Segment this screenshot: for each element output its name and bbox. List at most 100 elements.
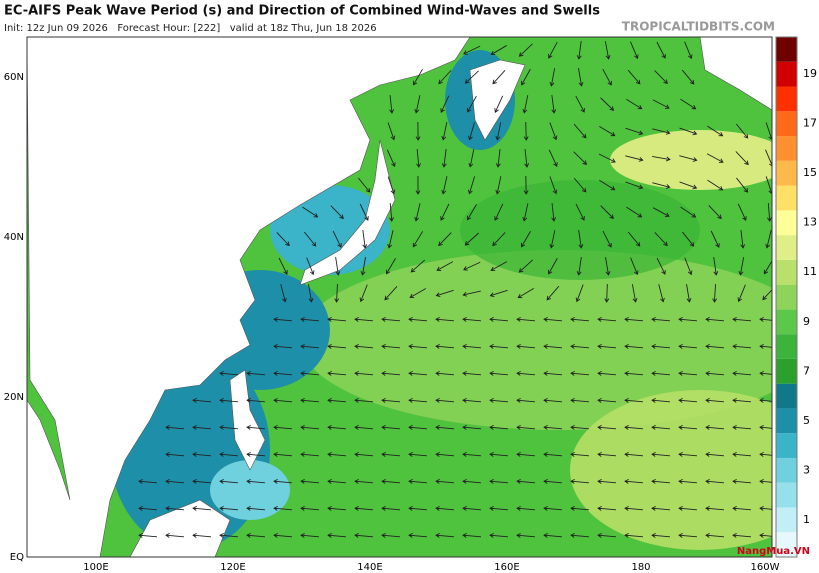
arrow [600,205,614,219]
arrow [408,317,428,322]
arrow [192,479,212,484]
colorbar-swatch [776,457,797,483]
arrow [575,95,585,113]
arrow [658,284,665,303]
arrow [543,317,563,322]
arrow [543,452,563,457]
arrow [656,41,666,59]
wave-field [300,250,772,430]
arrow [300,344,320,349]
lon-label: 100E [83,562,108,573]
watermark: NangMua.VN [737,546,810,557]
arrow [626,98,643,110]
subtitle: Init: 12z Jun 09 2026 Forecast Hour: [22… [4,23,377,34]
arrow [627,69,641,85]
arrow [624,371,644,376]
arrow [354,398,374,403]
arrow [362,230,368,249]
arrow [327,344,347,349]
arrow [548,41,558,59]
arrow [489,533,509,538]
arrow [308,284,314,303]
arrow [570,533,590,538]
arrow [354,452,374,457]
arrow [516,533,536,538]
colorbar-swatch [776,532,797,557]
arrow [597,317,617,322]
arrow [192,452,212,457]
arrow [713,257,719,276]
arrow [435,425,455,430]
arrow [468,122,475,141]
arrow [492,70,506,85]
arrow [570,317,590,322]
arrow [706,153,724,163]
arrow [389,95,395,114]
arrow [246,398,266,403]
arrow [705,506,725,511]
arrow [273,452,293,457]
arrow [570,425,590,430]
arrow [686,284,692,303]
arrow [138,506,158,511]
arrow [678,479,698,484]
colorbar-swatch [776,408,797,434]
arrow [332,230,342,248]
arrow [381,398,401,403]
arrow [766,202,772,222]
arrow [570,479,590,484]
arrow [441,176,448,195]
arrow [570,371,590,376]
arrow [575,203,585,221]
arrow [570,506,590,511]
arrow [549,176,558,195]
arrow [705,317,725,322]
arrow [464,232,480,246]
arrow [712,283,718,303]
arrow [578,230,584,249]
arrow [570,344,590,349]
arrow [381,479,401,484]
arrow [705,425,725,430]
arrow [441,122,448,141]
arrow [273,533,293,538]
arrow [462,398,482,403]
arrow [219,479,239,484]
colorbar-label: 5 [803,414,810,427]
arrow [735,123,749,139]
arrow [412,68,423,86]
arrow [273,479,293,484]
arrow [624,317,644,322]
arrow [462,344,482,349]
map [27,37,772,557]
arrow [409,288,427,299]
arrow [381,533,401,538]
colorbar-label: 19 [803,67,817,80]
arrow [684,41,693,60]
arrow [219,506,239,511]
arrow [462,506,482,511]
arrow [684,257,693,276]
arrow [273,398,293,403]
colorbar-label: 7 [803,364,810,377]
arrow [416,148,421,168]
arrow [408,398,428,403]
arrow [327,452,347,457]
arrow [435,506,455,511]
arrow [710,230,720,248]
arrow [736,177,749,193]
arrow [489,479,509,484]
arrow [435,317,455,322]
arrow [408,425,428,430]
arrow [738,257,745,276]
arrow [707,125,724,137]
arrow [408,533,428,538]
arrow [759,452,772,457]
arrow [327,425,347,430]
land [27,37,471,557]
arrow [359,203,369,221]
arrow [548,257,558,275]
arrow [462,533,482,538]
arrow [462,371,482,376]
arrow [543,344,563,349]
